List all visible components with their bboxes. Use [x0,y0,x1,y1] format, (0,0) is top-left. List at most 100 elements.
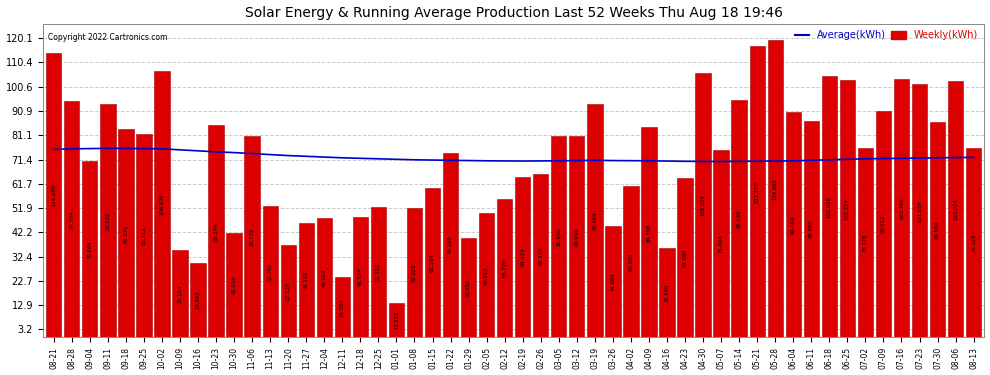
Bar [857,148,873,338]
Text: 48.024: 48.024 [322,268,327,287]
Bar [515,177,531,338]
Text: 44.864: 44.864 [611,272,616,291]
Bar [551,136,566,338]
Text: 24.084: 24.084 [340,298,345,317]
Bar [370,207,386,338]
Bar [822,76,837,338]
Text: 60.184: 60.184 [430,253,435,272]
Text: 39.992: 39.992 [466,279,471,297]
Text: 42.016: 42.016 [232,276,237,294]
Bar [227,233,242,338]
Bar [262,206,278,338]
Text: 46.132: 46.132 [304,271,309,289]
Bar [82,161,97,338]
Bar [876,111,891,338]
Text: 74.188: 74.188 [448,236,453,254]
Bar [659,248,674,338]
Bar [389,303,404,338]
Legend: Average(kWh), Weekly(kWh): Average(kWh), Weekly(kWh) [793,28,979,42]
Text: 90.912: 90.912 [881,215,886,234]
Bar [443,153,458,338]
Bar [732,100,746,338]
Bar [912,84,928,338]
Text: 90.464: 90.464 [791,216,796,234]
Title: Solar Energy & Running Average Production Last 52 Weeks Thu Aug 18 19:46: Solar Energy & Running Average Productio… [245,6,783,20]
Text: 75.404: 75.404 [719,234,724,253]
Text: 52.760: 52.760 [267,262,272,281]
Bar [966,148,981,338]
Text: 80.776: 80.776 [249,228,254,246]
Text: 48.524: 48.524 [357,268,363,286]
Bar [317,218,332,338]
Bar [47,53,61,338]
Text: 37.120: 37.120 [286,282,291,300]
Bar [280,245,296,338]
Text: Copyright 2022 Cartronics.com: Copyright 2022 Cartronics.com [48,33,167,42]
Text: 35.124: 35.124 [177,285,182,303]
Text: 81.712: 81.712 [142,226,147,245]
Text: 80.900: 80.900 [556,227,561,246]
Text: 52.552: 52.552 [376,263,381,281]
Bar [479,213,494,338]
Text: 76.128: 76.128 [971,233,976,252]
Bar [154,71,169,338]
Text: 101.656: 101.656 [917,200,922,222]
Text: 114.280: 114.280 [51,184,56,206]
Text: 117.100: 117.100 [754,181,759,203]
Bar [533,174,548,338]
Bar [335,278,350,338]
Bar [172,250,188,338]
Bar [714,150,729,338]
Bar [299,222,314,338]
Text: 52.028: 52.028 [412,263,417,282]
Text: 85.204: 85.204 [214,222,219,241]
Text: 94.704: 94.704 [69,210,74,229]
Text: 55.720: 55.720 [502,259,507,277]
Bar [137,134,151,338]
Text: 13.828: 13.828 [394,311,399,329]
Text: 103.024: 103.024 [953,198,958,220]
Text: 35.920: 35.920 [664,284,669,302]
Text: 93.816: 93.816 [105,211,110,230]
Bar [840,80,855,338]
Text: 105.056: 105.056 [827,196,832,217]
Text: 80.996: 80.996 [574,227,579,246]
Bar [804,121,819,338]
Bar [947,81,963,338]
Bar [677,178,693,338]
Bar [786,112,801,338]
Text: 29.892: 29.892 [195,291,201,309]
Text: 119.460: 119.460 [773,178,778,200]
Bar [100,104,116,338]
Bar [407,208,422,338]
Text: 103.760: 103.760 [899,197,904,219]
Text: 86.560: 86.560 [935,220,940,239]
Text: 95.148: 95.148 [737,210,742,228]
Bar [695,73,711,338]
Text: 86.880: 86.880 [809,220,814,239]
Bar [190,263,206,338]
Text: 64.080: 64.080 [682,248,687,267]
Bar [245,136,259,338]
Text: 93.664: 93.664 [592,211,597,230]
Text: 84.396: 84.396 [646,223,651,242]
Bar [64,102,79,338]
Bar [569,136,584,338]
Bar [118,129,134,338]
Text: 106.836: 106.836 [159,194,164,215]
Bar [624,186,639,338]
Bar [587,104,603,338]
Text: 70.664: 70.664 [87,240,92,259]
Text: 49.912: 49.912 [484,266,489,285]
Bar [208,125,224,338]
Text: 103.224: 103.224 [844,198,849,220]
Bar [497,199,512,338]
Text: 76.128: 76.128 [863,233,868,252]
Bar [461,238,476,338]
Bar [749,46,765,338]
Text: 83.576: 83.576 [124,224,129,243]
Text: 106.024: 106.024 [701,194,706,216]
Text: 64.424: 64.424 [520,248,525,267]
Bar [767,40,783,338]
Bar [425,188,441,338]
